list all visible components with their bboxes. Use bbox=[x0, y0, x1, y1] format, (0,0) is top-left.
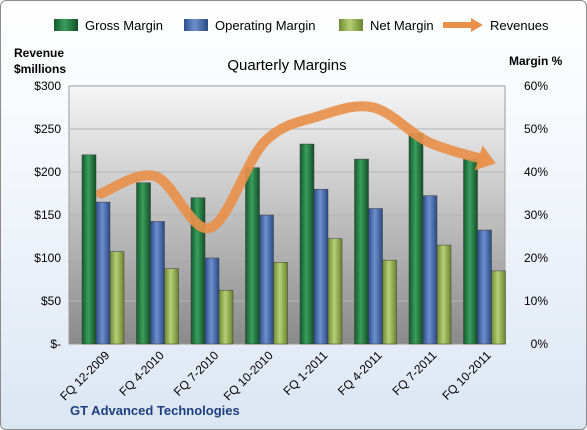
legend-label-operating-margin: Operating Margin bbox=[215, 18, 315, 33]
bar-operating-margin bbox=[259, 214, 274, 345]
bars-group bbox=[81, 133, 506, 345]
left-tick-label: $200 bbox=[34, 165, 61, 179]
legend: Gross Margin Operating Margin Net Margin… bbox=[54, 18, 549, 33]
bar-net-margin bbox=[327, 238, 343, 345]
category-label: FQ 1-2011 bbox=[281, 348, 331, 398]
bar-operating-margin bbox=[368, 208, 383, 345]
bar-gross-margin bbox=[299, 143, 315, 345]
left-tick-label: $300 bbox=[34, 79, 61, 93]
bar-gross-margin bbox=[408, 133, 424, 345]
legend-label-revenues: Revenues bbox=[490, 18, 549, 33]
bar-net-margin bbox=[273, 262, 288, 345]
bar-gross-margin bbox=[81, 154, 97, 345]
category-label: FQ 4-2011 bbox=[335, 348, 385, 398]
bar-operating-margin bbox=[422, 195, 438, 345]
left-tick-label: $100 bbox=[34, 251, 61, 265]
bar-gross-margin bbox=[136, 182, 151, 345]
bar-net-margin bbox=[218, 290, 234, 345]
revenue-line-group bbox=[96, 101, 496, 234]
bar-net-margin bbox=[109, 251, 125, 345]
legend-label-gross-margin: Gross Margin bbox=[85, 18, 163, 33]
bar-net-margin bbox=[491, 270, 506, 345]
bar-gross-margin bbox=[354, 158, 369, 345]
left-axis-title-line2: $millions bbox=[14, 62, 66, 76]
bar-gross-margin bbox=[463, 158, 478, 345]
category-label: FQ 7-2011 bbox=[390, 348, 440, 398]
bar-operating-margin bbox=[95, 201, 111, 345]
right-tick-label: 60% bbox=[524, 79, 548, 93]
right-tick-label: 40% bbox=[524, 165, 548, 179]
category-label: FQ 10-2010 bbox=[221, 348, 276, 403]
bar-gross-margin bbox=[245, 167, 260, 345]
bar-operating-margin bbox=[313, 188, 329, 345]
legend-swatch-net-margin bbox=[339, 19, 363, 31]
bar-net-margin bbox=[436, 244, 452, 345]
bar-operating-margin bbox=[477, 229, 492, 345]
chart-title: Quarterly Margins bbox=[227, 57, 346, 74]
category-label: FQ 7-2010 bbox=[171, 348, 222, 399]
left-tick-label: $250 bbox=[34, 122, 61, 136]
category-label: FQ 12-2009 bbox=[57, 348, 112, 403]
right-tick-label: 20% bbox=[524, 251, 548, 265]
right-tick-label: 30% bbox=[524, 208, 548, 222]
left-axis-title-line1: Revenue bbox=[14, 46, 64, 60]
footer-company-name: GT Advanced Technologies bbox=[70, 403, 240, 418]
legend-swatch-gross-margin bbox=[54, 19, 78, 31]
bar-net-margin bbox=[382, 259, 397, 345]
legend-label-net-margin: Net Margin bbox=[370, 18, 434, 33]
legend-arrow-icon bbox=[471, 18, 483, 32]
left-tick-label: $50 bbox=[41, 294, 61, 308]
revenues-arrow-icon bbox=[474, 145, 496, 171]
bar-operating-margin bbox=[150, 221, 165, 345]
bar-operating-margin bbox=[204, 257, 220, 345]
category-label: FQ 10-2011 bbox=[439, 348, 494, 403]
bar-net-margin bbox=[164, 268, 179, 345]
right-tick-label: 10% bbox=[524, 294, 548, 308]
right-tick-label: 50% bbox=[524, 122, 548, 136]
category-label: FQ 4-2010 bbox=[116, 348, 167, 399]
right-axis-title: Margin % bbox=[509, 54, 563, 68]
left-tick-label: $- bbox=[50, 337, 61, 351]
left-tick-label: $150 bbox=[34, 208, 61, 222]
right-tick-label: 0% bbox=[531, 337, 549, 351]
revenues-line bbox=[96, 101, 488, 234]
legend-swatch-operating-margin bbox=[184, 19, 208, 31]
